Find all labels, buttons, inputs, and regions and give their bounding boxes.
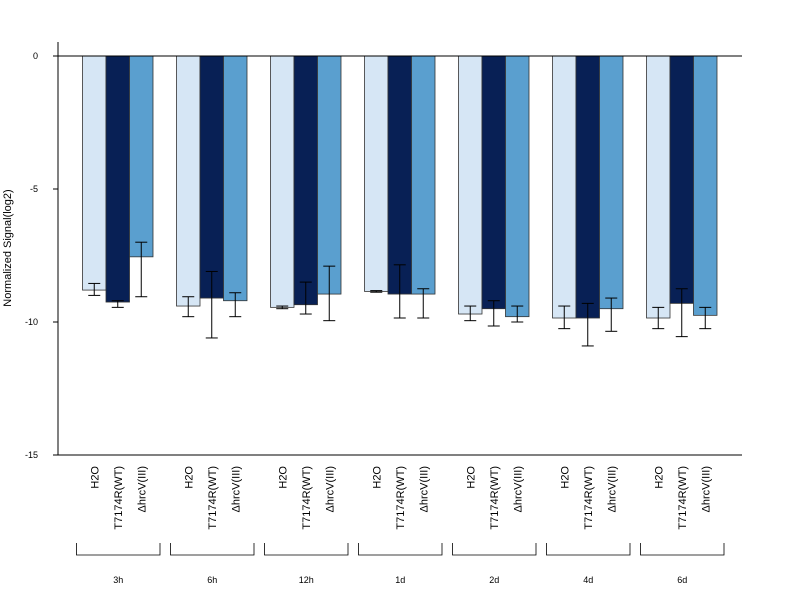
bar-4d-2 bbox=[599, 55, 624, 310]
category-label-12h-0: H2O bbox=[277, 466, 289, 489]
category-label-6d-0: H2O bbox=[653, 466, 665, 489]
category-label-6h-0: H2O bbox=[183, 466, 195, 489]
group-label-3h: 3h bbox=[113, 575, 123, 585]
y-tick-label--5: -5 bbox=[30, 184, 38, 194]
labels-layer: H2O T7174R(WT) ΔhrcV(III) 3h H2O T7174R(WT) Δh… bbox=[76, 466, 725, 585]
category-label-4d-0: H2O bbox=[559, 466, 571, 489]
category-label-3h-1: T7174R(WT) bbox=[113, 466, 125, 530]
bar-4d-0 bbox=[552, 55, 577, 319]
bar-1d-0 bbox=[364, 55, 389, 292]
bar-12h-0 bbox=[270, 55, 295, 308]
bar-2d-2 bbox=[505, 55, 530, 318]
category-label-2d-2: ΔhrcV(III) bbox=[512, 466, 524, 512]
group-bracket-3h bbox=[76, 543, 161, 556]
y-axis-title: Normalized Signal(log2) bbox=[2, 189, 14, 306]
bar-3h-2 bbox=[129, 55, 154, 258]
category-label-3h-2: ΔhrcV(III) bbox=[136, 466, 148, 512]
group-label-6d: 6d bbox=[677, 575, 687, 585]
bar-6d-2 bbox=[693, 55, 718, 316]
y-tick-label--15: -15 bbox=[25, 450, 38, 460]
category-label-12h-2: ΔhrcV(III) bbox=[324, 466, 336, 512]
category-label-4d-2: ΔhrcV(III) bbox=[606, 466, 618, 512]
y-tick-label-0: 0 bbox=[33, 51, 38, 61]
group-bracket-4d bbox=[546, 543, 631, 556]
bar-2d-1 bbox=[481, 55, 506, 310]
bar-6h-2 bbox=[223, 55, 248, 302]
category-label-6d-1: T7174R(WT) bbox=[677, 466, 689, 530]
y-tick-label--10: -10 bbox=[25, 317, 38, 327]
bar-6h-0 bbox=[176, 55, 201, 307]
bar-12h-2 bbox=[317, 55, 342, 295]
group-bracket-1d bbox=[358, 543, 443, 556]
category-label-6h-1: T7174R(WT) bbox=[207, 466, 219, 530]
category-label-6h-2: ΔhrcV(III) bbox=[230, 466, 242, 512]
group-label-1d: 1d bbox=[395, 575, 405, 585]
group-bracket-6d bbox=[640, 543, 725, 556]
category-label-12h-1: T7174R(WT) bbox=[301, 466, 313, 530]
bar-3h-1 bbox=[105, 55, 130, 303]
category-label-1d-1: T7174R(WT) bbox=[395, 466, 407, 530]
group-bracket-12h bbox=[264, 543, 349, 556]
category-label-2d-1: T7174R(WT) bbox=[489, 466, 501, 530]
category-label-2d-0: H2O bbox=[465, 466, 477, 489]
category-label-3h-0: H2O bbox=[89, 466, 101, 489]
category-label-6d-2: ΔhrcV(III) bbox=[700, 466, 712, 512]
category-label-1d-2: ΔhrcV(III) bbox=[418, 466, 430, 512]
bar-1d-2 bbox=[411, 55, 436, 295]
group-label-2d: 2d bbox=[489, 575, 499, 585]
category-label-4d-1: T7174R(WT) bbox=[583, 466, 595, 530]
group-label-6h: 6h bbox=[207, 575, 217, 585]
bar-3h-0 bbox=[82, 55, 107, 291]
bar-6h-1 bbox=[199, 55, 224, 299]
bars-layer bbox=[82, 55, 718, 319]
bar-6d-0 bbox=[646, 55, 671, 319]
category-label-1d-0: H2O bbox=[371, 466, 383, 489]
axes-layer: 0 -5 -10 -15 bbox=[25, 42, 742, 460]
bar-4d-1 bbox=[575, 55, 600, 319]
group-label-4d: 4d bbox=[583, 575, 593, 585]
bar-2d-0 bbox=[458, 55, 483, 315]
error-bars-layer bbox=[88, 241, 712, 347]
bar-1d-1 bbox=[387, 55, 412, 295]
bar-6d-1 bbox=[669, 55, 694, 304]
bar-12h-1 bbox=[293, 55, 318, 306]
group-label-12h: 12h bbox=[299, 575, 314, 585]
group-bracket-2d bbox=[452, 543, 537, 556]
group-bracket-6h bbox=[170, 543, 255, 556]
